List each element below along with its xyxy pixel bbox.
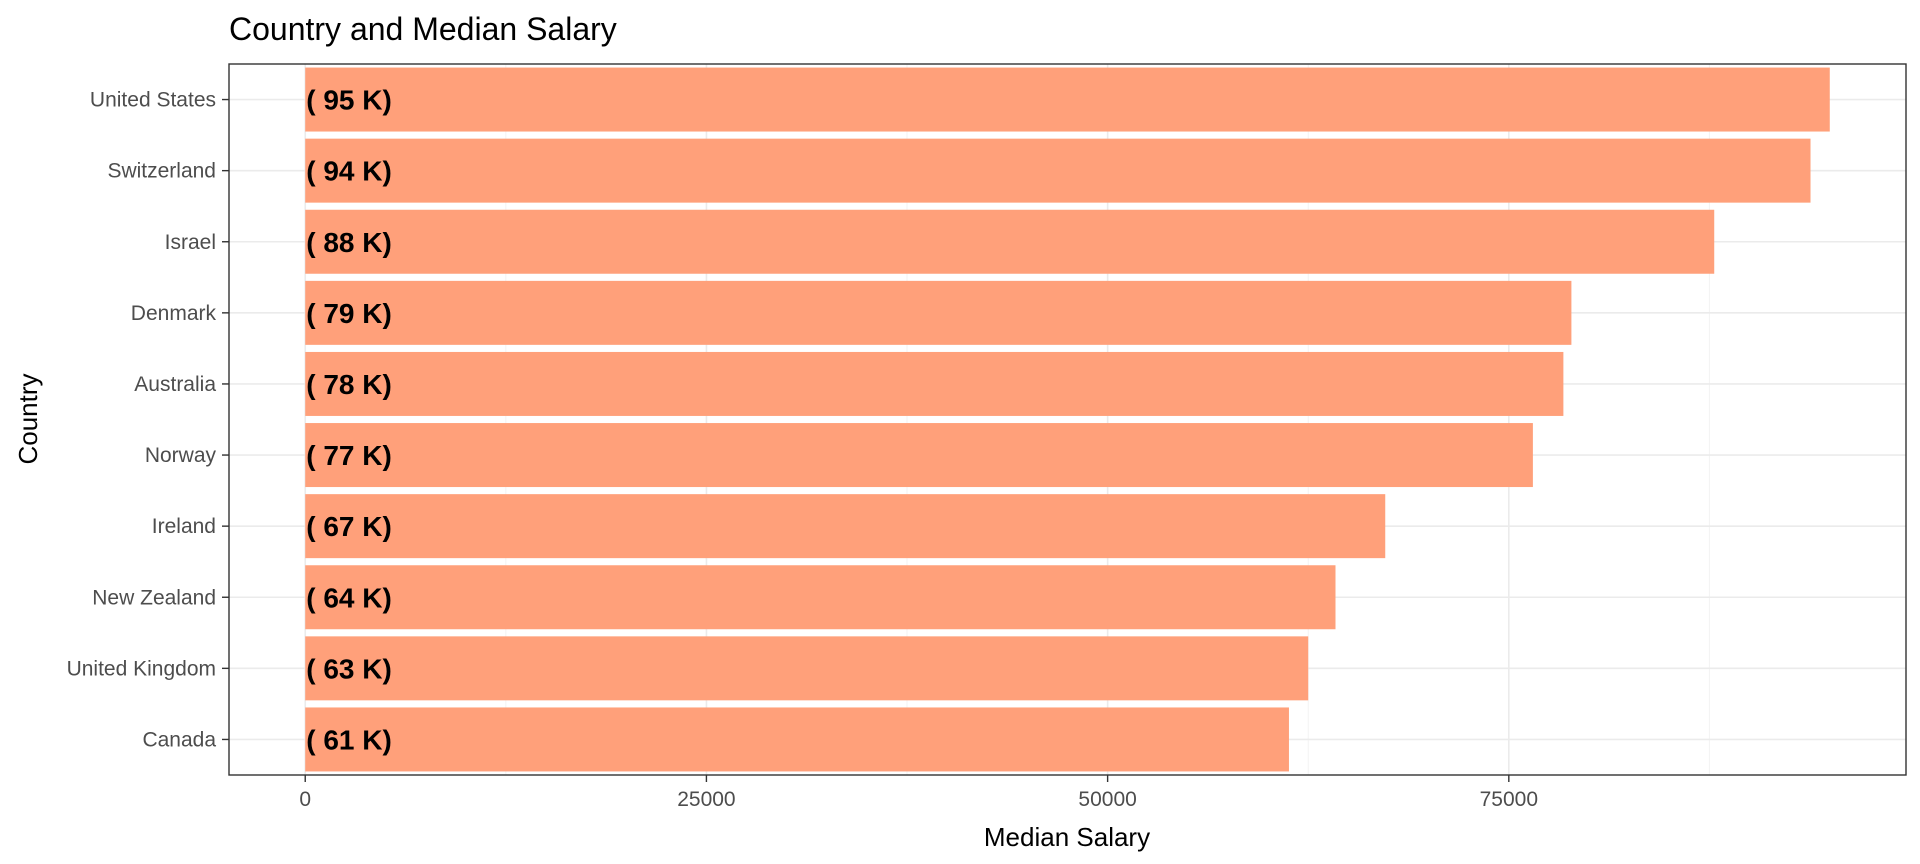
y-tick-label: Israel [165,231,216,254]
y-tick-label: Switzerland [107,160,216,183]
x-tick-label: 25000 [677,788,735,811]
y-tick-label: New Zealand [92,586,216,609]
bar-switzerland [305,138,1811,203]
bars [305,67,1830,772]
x-axis: 0 25000 50000 75000 [299,775,1538,811]
x-tick-label: 75000 [1480,788,1538,811]
bar-new-zealand [305,565,1336,630]
y-axis: United States Switzerland Israel Denmark Aus… [67,89,229,751]
data-label: ( 63 K) [306,653,392,684]
bar-norway [305,423,1533,488]
y-tick-label: United States [90,89,216,112]
y-tick-label: United Kingdom [67,657,216,680]
y-tick-label: Australia [134,373,216,396]
bar-denmark [305,280,1572,345]
bar-canada [305,707,1289,772]
data-label: ( 88 K) [306,227,392,258]
data-label: ( 78 K) [306,369,392,400]
bar-ireland [305,494,1386,559]
data-label: ( 77 K) [306,440,392,471]
y-axis-title: Country [13,373,43,464]
y-tick-label: Ireland [152,515,216,538]
data-label: ( 64 K) [306,582,392,613]
plot-panel-border [228,63,1907,776]
x-tick-label: 50000 [1078,788,1136,811]
x-tick-label: 0 [299,788,311,811]
data-label: ( 61 K) [306,724,392,755]
y-tick-label: Denmark [131,302,217,325]
data-labels: ( 95 K) ( 94 K) ( 88 K) ( 79 K) ( 78 K) ( 77 … [306,85,392,756]
y-tick-label: Norway [145,444,217,467]
data-label: ( 67 K) [306,511,392,542]
bar-united-kingdom [305,636,1309,701]
bar-israel [305,209,1715,274]
data-label: ( 79 K) [306,298,392,329]
y-tick-label: Canada [142,728,216,751]
data-label: ( 94 K) [306,156,392,187]
data-label: ( 95 K) [306,85,392,116]
chart-title: Country and Median Salary [229,11,617,47]
bar-united-states [305,67,1830,132]
x-axis-title: Median Salary [984,822,1150,852]
bar-australia [305,351,1564,416]
